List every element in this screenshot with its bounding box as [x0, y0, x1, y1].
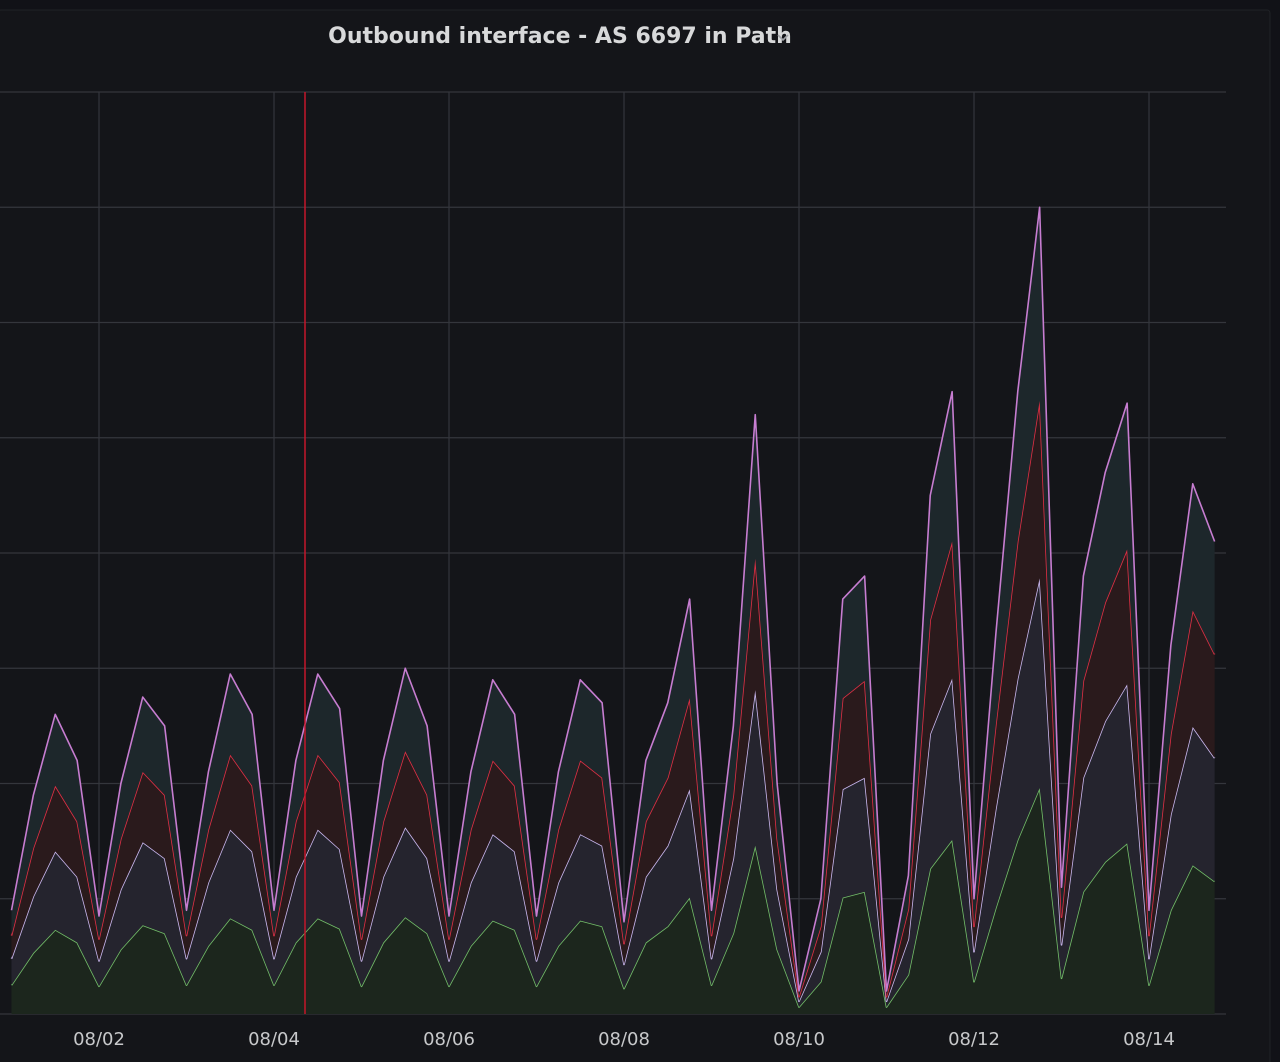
area [11, 788, 1215, 1014]
x-tick-label: 08/02 [73, 1029, 125, 1050]
title-chevron[interactable] [777, 34, 789, 42]
x-tick-label: 08/12 [948, 1029, 1000, 1050]
area [11, 400, 1215, 1002]
x-tick-label: 08/14 [1123, 1029, 1175, 1050]
areas [10, 206, 1216, 1014]
area [11, 578, 1215, 1008]
x-tick-label: 08/06 [423, 1029, 475, 1050]
series-line [10, 400, 1216, 998]
x-axis: 08/02 08/04 08/06 08/08 08/10 08/12 08/14 [73, 1029, 1175, 1050]
series-line [10, 206, 1216, 992]
x-tick-label: 08/08 [598, 1029, 650, 1050]
panel-title[interactable]: Outbound interface - AS 6697 in Path [328, 24, 792, 49]
x-tick-label: 08/10 [773, 1029, 825, 1050]
x-tick-label: 08/04 [248, 1029, 300, 1050]
area [11, 207, 1215, 997]
